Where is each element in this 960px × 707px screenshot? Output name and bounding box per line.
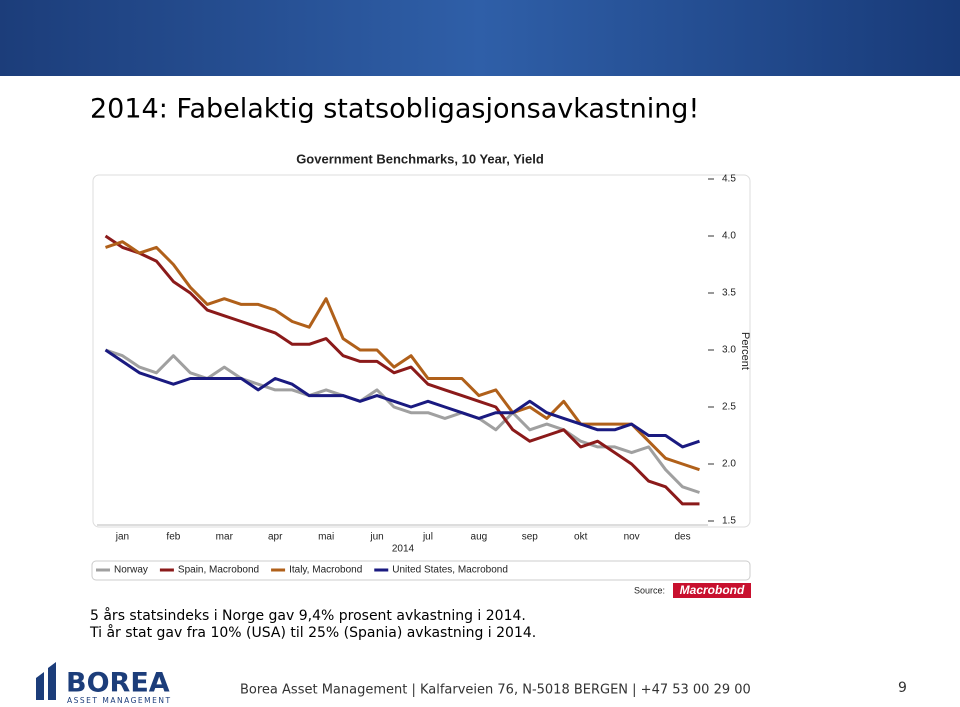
source-logo <box>673 583 751 598</box>
x-tick-label: apr <box>268 532 283 543</box>
logo-icon <box>36 662 56 700</box>
y-axis-label: Percent <box>739 332 751 370</box>
plot-frame <box>92 174 751 528</box>
x-tick-label: sep <box>522 532 539 543</box>
legend-label: Italy, Macrobond <box>289 565 362 576</box>
line-series <box>104 348 700 449</box>
x-tick-label: jan <box>115 532 129 543</box>
header-banner <box>0 0 960 76</box>
body-text: Ti år stat gav fra 10% (USA) til 25% (Sp… <box>89 624 536 641</box>
x-tick-label: feb <box>166 532 180 543</box>
x-tick-label: aug <box>471 532 488 543</box>
x-tick-label: mai <box>318 532 334 543</box>
source-name: Macrobond <box>680 583 745 597</box>
source-label: Source: <box>634 585 665 595</box>
x-tick-label: jun <box>369 532 383 543</box>
y-tick-label: 1.5 <box>722 516 736 527</box>
footer: Borea Asset Management | Kalfarveien 76,… <box>240 683 751 698</box>
legend-label: Norway <box>114 565 148 576</box>
logo: BOREA ASSET MANAGEMENT <box>36 662 172 705</box>
legend-label: Spain, Macrobond <box>178 565 259 576</box>
x-axis-label: 2014 <box>392 544 415 555</box>
x-tick-label: nov <box>624 532 640 543</box>
x-tick-label: mar <box>216 532 234 543</box>
page-number: 9 <box>898 680 907 696</box>
chart-title: Government Benchmarks, 10 Year, Yield <box>296 151 544 166</box>
y-tick-label: 3.5 <box>722 288 736 299</box>
logo-name: BOREA <box>66 668 170 699</box>
body-text: 5 års statsindeks i Norge gav 9,4% prose… <box>90 607 526 624</box>
x-tick-label: des <box>674 532 690 543</box>
logo-tagline: ASSET MANAGEMENT <box>67 696 172 705</box>
legend-label: United States, Macrobond <box>392 565 508 576</box>
legend-box <box>91 560 751 581</box>
slide-title: 2014: Fabelaktig statsobligasjonsavkastn… <box>90 94 699 125</box>
y-tick-label: 4.0 <box>722 231 736 242</box>
line-series <box>104 234 700 506</box>
x-tick-label: okt <box>574 532 588 543</box>
y-tick-label: 4.5 <box>722 174 736 185</box>
y-tick-label: 3.0 <box>722 345 736 356</box>
y-tick-label: 2.0 <box>722 459 736 470</box>
y-tick-label: 2.5 <box>722 402 736 413</box>
line-series <box>105 240 700 472</box>
x-tick-label: jul <box>422 532 433 543</box>
